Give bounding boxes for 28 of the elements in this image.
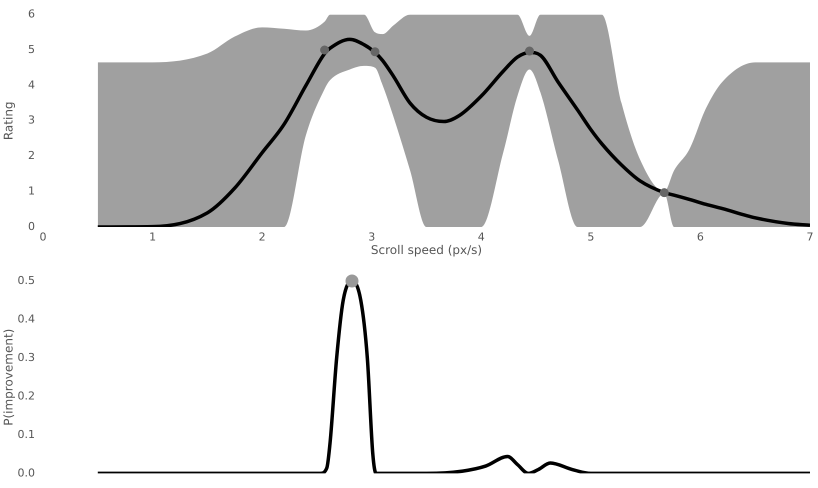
x-tick-label: 4 xyxy=(478,230,485,244)
x-tick-label: 2 xyxy=(258,230,266,244)
y-tick-label: 0.0 xyxy=(18,466,35,480)
point xyxy=(370,47,380,56)
y-tick-label: 0 xyxy=(28,220,35,233)
y-tick-label: 3 xyxy=(28,114,35,127)
x-tick-label: 7 xyxy=(806,230,814,244)
y-tick-label: 0.2 xyxy=(18,389,35,402)
y-axis-title: P(improvement) xyxy=(1,328,16,426)
point xyxy=(660,188,669,198)
y-tick-label: 0.1 xyxy=(18,428,35,441)
x-tick-label: 5 xyxy=(587,230,594,244)
y-tick-label: 0.4 xyxy=(18,312,35,326)
y-tick-label: 0.3 xyxy=(18,350,35,364)
x-axis-title: Scroll speed (px/s) xyxy=(370,242,482,257)
point xyxy=(524,46,534,56)
y-axis-title: Rating xyxy=(1,101,16,140)
x-tick-label: 1 xyxy=(149,230,156,244)
y-tick-label: 4 xyxy=(28,78,35,92)
x-tick-label: 0 xyxy=(40,230,46,244)
y-tick-label: 0.5 xyxy=(18,274,35,287)
y-tick-label: 1 xyxy=(28,184,35,198)
point xyxy=(320,46,330,54)
x-tick-label: 3 xyxy=(368,230,376,244)
y-tick-label: 6 xyxy=(28,7,35,20)
y-tick-label: 2 xyxy=(28,149,35,162)
x-tick-label: 6 xyxy=(696,230,704,244)
y-tick-label: 5 xyxy=(28,42,35,56)
